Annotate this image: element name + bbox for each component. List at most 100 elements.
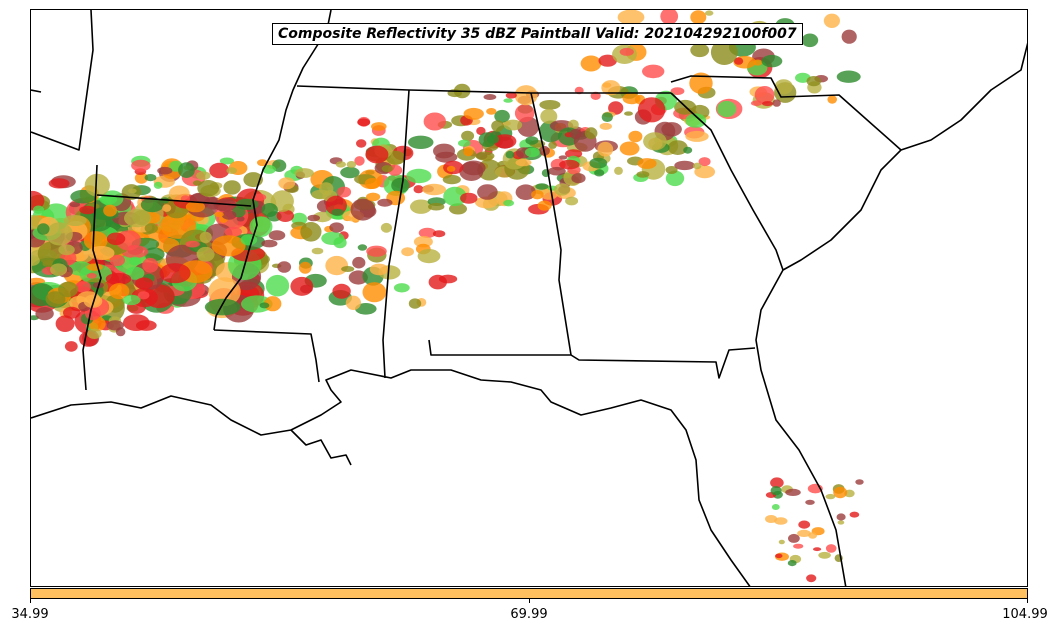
reflectivity-cell [87, 328, 102, 339]
reflectivity-cell [331, 208, 344, 217]
reflectivity-cell [778, 539, 785, 545]
reflectivity-cell [75, 281, 91, 293]
reflectivity-cell [162, 204, 172, 212]
reflectivity-cell [341, 266, 355, 272]
reflectivity-cell [153, 181, 163, 189]
reflectivity-cell [619, 47, 634, 56]
reflectivity-cell [377, 198, 393, 207]
reflectivity-cell [525, 136, 539, 145]
reflectivity-cell [460, 192, 478, 204]
reflectivity-cell [446, 165, 456, 172]
reflectivity-cell [797, 529, 811, 538]
alabama-florida-line [428, 339, 756, 379]
colorbar [30, 588, 1028, 599]
reflectivity-cell [219, 157, 234, 165]
colorbar-tick [529, 599, 530, 603]
reflectivity-cell [143, 247, 165, 262]
mississippi-delta [290, 429, 352, 466]
reflectivity-cell [601, 112, 613, 122]
reflectivity-cell [806, 574, 817, 583]
reflectivity-cell [417, 249, 441, 264]
reflectivity-cell [798, 520, 811, 529]
reflectivity-cell [32, 205, 45, 214]
reflectivity-cell [849, 511, 860, 518]
reflectivity-cell [599, 122, 612, 130]
reflectivity-cell [619, 141, 640, 156]
reflectivity-cell [690, 43, 710, 58]
reflectivity-cell [261, 239, 278, 248]
reflectivity-cell [827, 95, 837, 104]
reflectivity-cell [770, 477, 784, 489]
reflectivity-cell [345, 295, 361, 310]
reflectivity-cell [69, 201, 81, 208]
reflectivity-cell [836, 513, 846, 521]
reflectivity-cell [48, 178, 70, 189]
reflectivity-cell [540, 188, 558, 200]
reflectivity-cell [449, 203, 467, 215]
reflectivity-cell [491, 120, 504, 132]
colorbar-tick-label-max: 104.99 [1002, 607, 1048, 622]
reflectivity-cell [413, 185, 424, 194]
reflectivity-cell [157, 166, 173, 175]
reflectivity-cell [514, 104, 535, 123]
reflectivity-cell [594, 169, 605, 177]
reflectivity-cell [199, 231, 212, 244]
reflectivity-cell [674, 160, 695, 171]
reflectivity-cell [380, 222, 392, 233]
reflectivity-cell [772, 99, 781, 107]
reflectivity-cell [438, 274, 458, 284]
reflectivity-cell [788, 533, 800, 543]
kentucky-tennessee-line [31, 89, 42, 93]
reflectivity-cell [503, 98, 513, 103]
state-borders [31, 10, 1027, 586]
reflectivity-cell [493, 134, 517, 149]
reflectivity-cell [692, 162, 702, 170]
reflectivity-cell [109, 254, 126, 267]
reflectivity-cell [63, 306, 81, 319]
reflectivity-cell [356, 139, 367, 148]
reflectivity-cell [637, 97, 666, 123]
reflectivity-cell [140, 197, 164, 213]
reflectivity-cell [128, 188, 137, 194]
reflectivity-cell [208, 277, 241, 306]
reflectivity-cell [793, 543, 804, 549]
reflectivity-cell [569, 128, 582, 140]
reflectivity-cell [325, 255, 349, 276]
reflectivity-cell [636, 171, 650, 178]
reflectivity-cell [335, 161, 346, 168]
reflectivity-cell [264, 296, 282, 312]
reflectivity-cell [475, 151, 495, 161]
reflectivity-cell [432, 230, 446, 238]
reflectivity-cell [197, 180, 220, 197]
reflectivity-cell [590, 91, 601, 100]
reflectivity-cell [185, 240, 200, 248]
reflectivity-cell [223, 180, 241, 195]
reflectivity-cell [597, 141, 614, 157]
reflectivity-cell [103, 204, 117, 217]
reflectivity-cell [836, 70, 861, 83]
reflectivity-cell [825, 544, 837, 553]
reflectivity-cell [503, 119, 523, 131]
map-panel: Composite Reflectivity 35 dBZ Paintball … [30, 9, 1028, 587]
reflectivity-cell [548, 166, 566, 176]
reflectivity-cell [761, 54, 783, 68]
louisiana-mississippi-south [213, 329, 320, 383]
reflectivity-cell [503, 199, 514, 207]
coastline [31, 42, 1027, 586]
reflectivity-cell [311, 247, 324, 255]
reflectivity-cell [477, 184, 498, 200]
reflectivity-cell [598, 54, 617, 67]
reflectivity-cell [371, 122, 387, 131]
reflectivity-cell [64, 341, 78, 352]
mississippi-tennessee-line [296, 85, 410, 91]
reflectivity-cell [346, 161, 357, 168]
reflectivity-cell [670, 87, 685, 95]
reflectivity-cell [290, 276, 314, 296]
reflectivity-cell [665, 170, 685, 187]
reflectivity-cell [571, 173, 586, 184]
reflectivity-cell [775, 553, 783, 559]
reflectivity-cell [443, 186, 467, 207]
reflectivity-cell [486, 108, 497, 115]
reflectivity-cell [192, 180, 202, 186]
reflectivity-cell [408, 298, 422, 309]
